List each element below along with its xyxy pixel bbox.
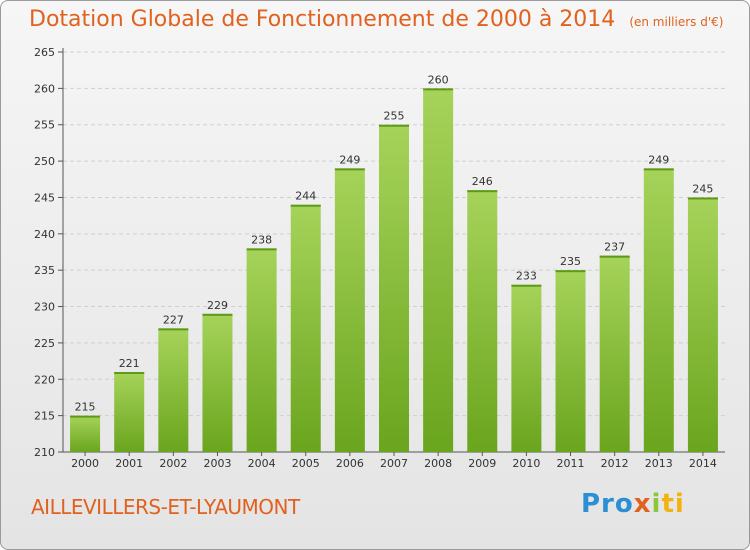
- bar-value-label: 249: [648, 153, 669, 166]
- y-tick-label: 225: [34, 337, 55, 350]
- bar: [290, 204, 321, 452]
- bar-value-label: 233: [516, 270, 537, 283]
- bar-value-label: 215: [75, 401, 96, 414]
- logo-part-1: Pro: [581, 489, 634, 519]
- bars: [70, 88, 718, 453]
- bar: [599, 255, 630, 452]
- bar: [202, 313, 233, 452]
- y-tick-label: 250: [34, 155, 55, 168]
- bar-top-edge: [555, 270, 586, 273]
- logo-part-3: i: [651, 489, 662, 519]
- bar-value-label: 227: [163, 313, 184, 326]
- bar-top-edge: [423, 88, 454, 91]
- y-tick-label: 210: [34, 446, 55, 459]
- x-tick-label: 2010: [512, 457, 540, 470]
- bar-value-label: 244: [295, 190, 316, 203]
- x-tick-label: 2000: [71, 457, 99, 470]
- x-tick-label: 2006: [336, 457, 364, 470]
- x-tick-label: 2003: [203, 457, 231, 470]
- bar-top-edge: [687, 197, 718, 200]
- bar-top-edge: [334, 168, 365, 171]
- y-tick-label: 230: [34, 301, 55, 314]
- bar-top-edge: [379, 124, 409, 127]
- bar: [423, 88, 454, 452]
- bar: [467, 190, 498, 452]
- y-tick-label: 215: [34, 410, 55, 423]
- bar-top-edge: [599, 255, 630, 258]
- bar: [555, 270, 586, 452]
- bar-top-edge: [643, 168, 674, 171]
- y-tick-label: 220: [34, 373, 55, 386]
- bar-value-label: 237: [604, 241, 625, 254]
- x-tick-label: 2013: [645, 457, 673, 470]
- bar: [70, 415, 101, 452]
- logo-part-2: x: [633, 489, 652, 519]
- bar-value-label: 229: [207, 299, 228, 312]
- x-tick-label: 2014: [689, 457, 717, 470]
- y-tick-label: 255: [34, 119, 55, 132]
- bar: [158, 328, 189, 452]
- y-tick-label: 265: [34, 46, 55, 59]
- bar-value-label: 260: [428, 73, 449, 86]
- bar: [334, 168, 365, 452]
- bar-value-label: 221: [119, 357, 140, 370]
- bar-value-label: 245: [692, 182, 713, 195]
- x-tick-label: 2004: [248, 457, 276, 470]
- x-tick-label: 2002: [159, 457, 187, 470]
- bar-value-label: 255: [384, 110, 405, 123]
- chart-title-text: Dotation Globale de Fonctionnement de 20…: [29, 7, 616, 32]
- y-tick-label: 245: [34, 191, 55, 204]
- bar-value-label: 238: [251, 233, 272, 246]
- commune-name: AILLEVILLERS-ET-LYAUMONT: [31, 495, 300, 519]
- y-tick-label: 235: [34, 264, 55, 277]
- bar: [687, 197, 718, 452]
- x-tick-label: 2005: [292, 457, 320, 470]
- proxiti-logo: Proxiti: [581, 489, 685, 519]
- bar-top-edge: [158, 328, 189, 331]
- x-tick-label: 2001: [115, 457, 143, 470]
- chart-title: Dotation Globale de Fonctionnement de 20…: [29, 7, 723, 32]
- bar-top-edge: [70, 415, 101, 418]
- bar: [379, 124, 409, 453]
- chart-subtitle: (en milliers d'€): [629, 15, 724, 29]
- x-tick-label: 2009: [468, 457, 496, 470]
- y-tick-label: 240: [34, 228, 55, 241]
- x-tick-label: 2007: [380, 457, 408, 470]
- bar-top-edge: [290, 204, 321, 207]
- bar-top-edge: [246, 248, 277, 251]
- bar: [114, 372, 145, 452]
- bar-top-edge: [114, 372, 145, 374]
- logo-part-4: ti: [661, 489, 685, 519]
- bar-top-edge: [511, 284, 542, 287]
- x-tick-label: 2011: [557, 457, 585, 470]
- bar: [246, 248, 277, 452]
- bar: [643, 168, 674, 452]
- bar-top-edge: [467, 190, 498, 193]
- x-tick-label: 2008: [424, 457, 452, 470]
- bar: [511, 284, 542, 452]
- labels: 210 215 220 225 230 235 240 245 250 255 260 265 215 2…: [34, 46, 717, 470]
- x-tick-label: 2012: [601, 457, 629, 470]
- bar-value-label: 235: [560, 255, 581, 268]
- y-tick-label: 260: [34, 82, 55, 95]
- bar-value-label: 249: [339, 153, 360, 166]
- bar-value-label: 246: [472, 175, 493, 188]
- bar-top-edge: [202, 313, 233, 316]
